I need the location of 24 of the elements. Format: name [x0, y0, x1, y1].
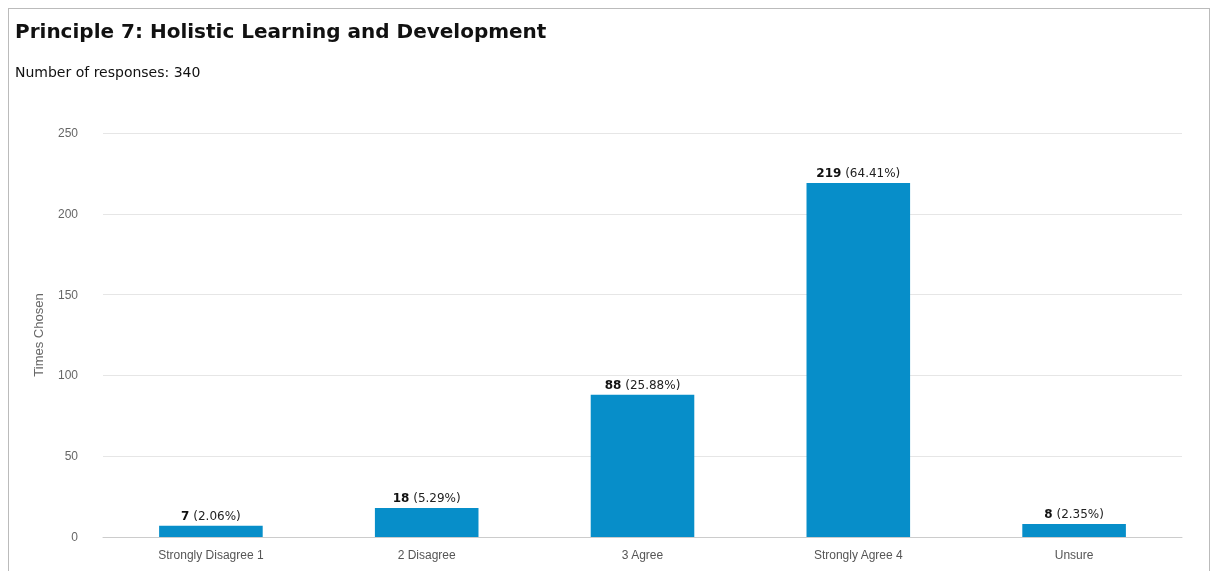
y-tick-label: 100: [57, 368, 79, 383]
data-label: 8 (2.35%): [1044, 507, 1104, 522]
y-tick-label: 250: [57, 126, 79, 140]
y-tick-label: 50: [64, 449, 79, 464]
x-tick-label: 2 Disagree: [397, 548, 457, 562]
y-tick-label: 150: [57, 287, 79, 302]
data-label: 7 (2.06%): [181, 508, 241, 523]
bar: [159, 525, 263, 537]
data-label: 18 (5.29%): [392, 490, 461, 505]
bar: [374, 507, 479, 537]
x-tick-label: Strongly Disagree 1: [158, 548, 264, 562]
x-tick-label: 3 Agree: [621, 548, 664, 562]
y-axis-title: Times Chosen: [31, 293, 46, 377]
bar: [590, 394, 695, 537]
y-tick-label: 200: [57, 206, 79, 221]
chart-subtitle: Number of responses: 340: [15, 64, 201, 80]
bar: [806, 183, 911, 537]
y-tick-label: 0: [71, 530, 79, 544]
chart-title: Principle 7: Holistic Learning and Development: [15, 19, 547, 43]
data-label: 219 (64.41%): [816, 166, 901, 181]
data-label: 88 (25.88%): [604, 377, 681, 392]
bar: [1022, 524, 1126, 537]
x-tick-label: Strongly Agree 4: [813, 548, 903, 562]
x-tick-label: Unsure: [1054, 548, 1094, 562]
